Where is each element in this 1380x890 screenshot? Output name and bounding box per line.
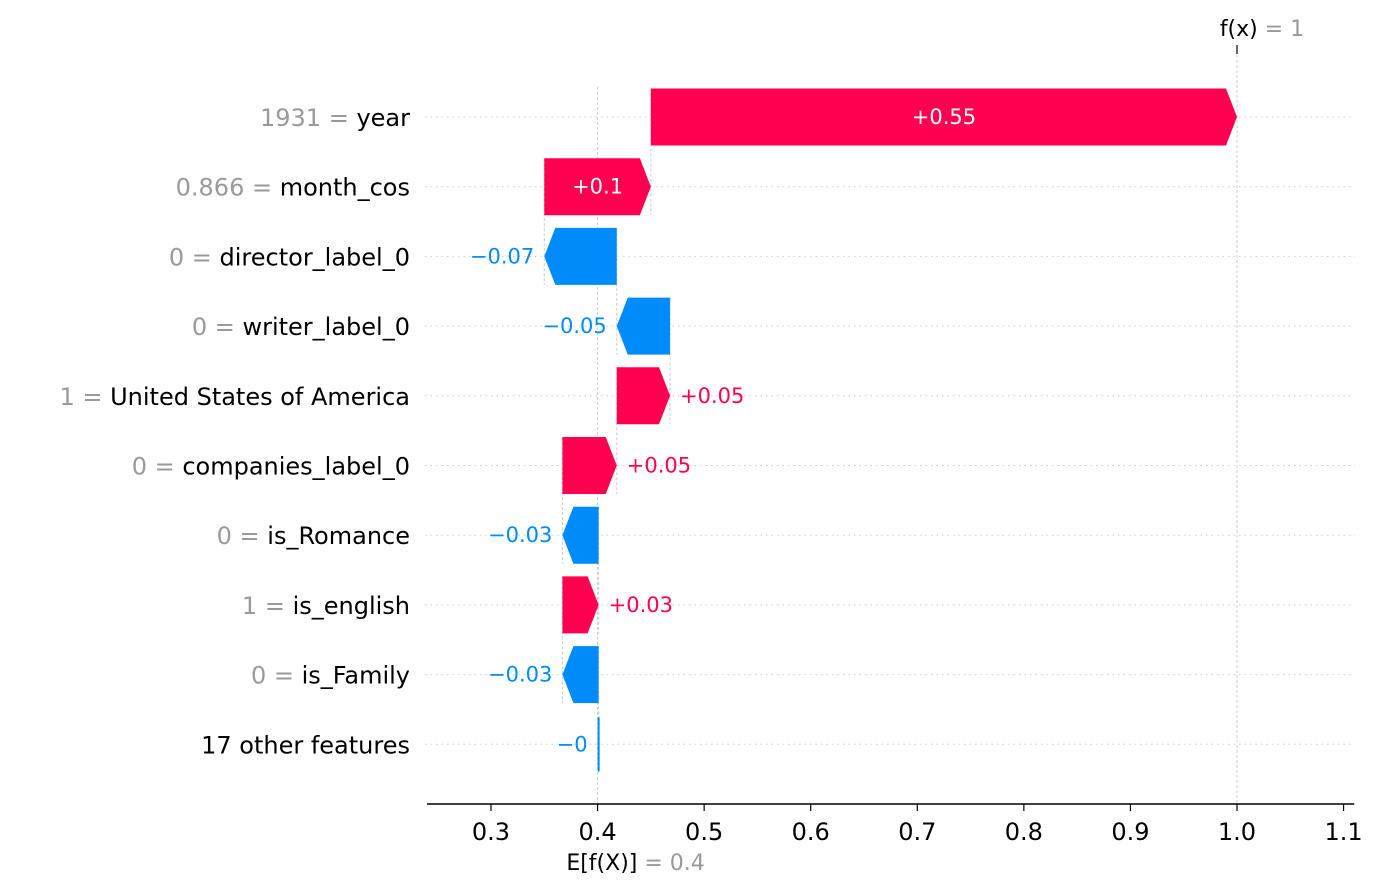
bar-value-label: +0.03 [609, 593, 673, 617]
bar-value-label: +0.55 [912, 105, 976, 129]
x-tick-label: 0.6 [792, 818, 830, 846]
bar-1 [650, 88, 1237, 146]
feature-value: 0 = [132, 453, 183, 481]
feature-name: month_cos [280, 174, 410, 202]
feature-label: 0 = is_Family [251, 662, 410, 690]
feature-label: 17 other features [201, 731, 410, 759]
x-tick-label: 0.3 [472, 818, 510, 846]
reference-lines [543, 50, 1238, 804]
contribution-bars: +0.55 +0.1 −0.07 −0.05 +0.05 +0.05 −0.03 +0.03 −… [470, 88, 1237, 772]
fx-annotation: f(x) = 1 [1220, 17, 1304, 54]
base-value-name: E[f(X)] [566, 851, 644, 876]
x-tick-label: 0.9 [1111, 818, 1149, 846]
x-tick-label: 1.1 [1324, 818, 1362, 846]
bar-4 [616, 297, 671, 355]
x-tick-label: 1.0 [1218, 818, 1256, 846]
fx-label: f(x) = 1 [1220, 17, 1304, 42]
bar-value-label: +0.05 [680, 384, 744, 408]
feature-name: companies_label_0 [182, 453, 410, 481]
feature-name: is_Romance [267, 522, 410, 550]
x-tick-label: 0.4 [578, 818, 616, 846]
x-tick-label: 0.8 [1005, 818, 1043, 846]
bar-9 [562, 646, 599, 704]
feature-value: 0.866 = [176, 174, 280, 202]
bar-value-label: −0.07 [470, 244, 534, 268]
fx-number: = 1 [1265, 17, 1304, 42]
x-tick-label: 0.7 [898, 818, 936, 846]
x-tick-label: 0.5 [685, 818, 723, 846]
bar-6 [562, 437, 617, 494]
bar-8 [562, 576, 599, 634]
bar-7 [562, 506, 599, 564]
fx-name: f(x) [1220, 17, 1265, 42]
feature-name: year [356, 104, 410, 132]
feature-name: is_Family [302, 662, 410, 690]
feature-value: 0 = [169, 243, 220, 271]
feature-name: writer_label_0 [242, 313, 410, 341]
bar-value-label: −0.03 [488, 523, 552, 547]
feature-name: is_english [293, 592, 410, 620]
feature-label: 1931 = year [260, 104, 410, 132]
bar-5 [616, 367, 671, 425]
bar-value-label: −0.05 [542, 314, 606, 338]
feature-label: 1 = is_english [242, 592, 410, 620]
feature-label: 0 = director_label_0 [169, 243, 410, 271]
bar-value-label: −0 [557, 732, 588, 756]
feature-value: 0 = [217, 522, 268, 550]
feature-label: 0 = companies_label_0 [132, 453, 410, 481]
feature-value: 1931 = [260, 104, 356, 132]
bar-2 [544, 158, 651, 216]
base-value-label: E[f(X)] = 0.4 [566, 851, 704, 876]
bar-value-label: +0.05 [627, 454, 691, 478]
feature-value: 1 = [242, 592, 293, 620]
feature-value: 1 = [59, 383, 110, 411]
feature-name: director_label_0 [220, 243, 410, 271]
feature-labels: 1931 = year 0.866 = month_cos 0 = director… [59, 104, 410, 759]
feature-name: United States of America [110, 383, 410, 411]
feature-label: 1 = United States of America [59, 383, 410, 411]
bar-value-label: +0.1 [572, 175, 623, 199]
bar-3 [544, 227, 617, 285]
bar-value-label: −0.03 [488, 663, 552, 687]
feature-label: 0 = is_Romance [217, 522, 410, 550]
feature-label: 0.866 = month_cos [176, 174, 410, 202]
x-axis: 0.3 0.4 0.5 0.6 0.7 0.8 0.9 1.0 1.1 E[f(X)] = 0.4 [427, 803, 1363, 876]
feature-value: 0 = [251, 662, 302, 690]
feature-value: 0 = [192, 313, 243, 341]
base-value-number: = 0.4 [644, 851, 704, 876]
feature-name: 17 other features [201, 731, 410, 759]
feature-label: 0 = writer_label_0 [192, 313, 410, 341]
